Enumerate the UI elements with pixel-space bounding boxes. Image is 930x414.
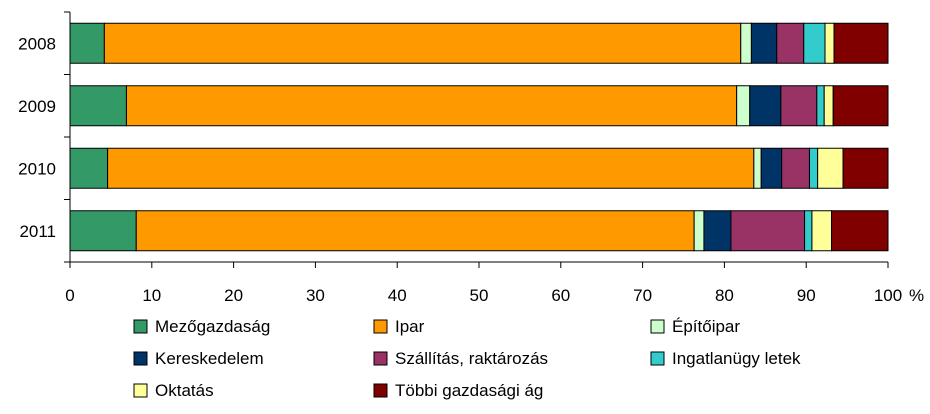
legend-swatch — [133, 351, 148, 366]
bar-segment-2008-7 — [824, 22, 835, 64]
bar-segment-2011-2 — [135, 210, 695, 252]
bar-segment-2009-4 — [749, 85, 782, 127]
bar-segment-2008-4 — [750, 22, 778, 64]
legend: Mezőgazdaság Ipar Építőipar Kereskedelem Szá… — [133, 317, 801, 400]
bar-segment-2010-8 — [842, 147, 889, 189]
bar-segment-2011-6 — [804, 210, 813, 252]
bar-segment-2010-2 — [107, 147, 755, 189]
bar-segment-2011-1 — [69, 210, 137, 252]
legend-label: Többi gazdasági ág — [395, 381, 543, 400]
legend-item: Többi gazdasági ág — [373, 381, 543, 400]
legend-item: Építőipar — [650, 317, 740, 336]
bar-segment-2009-2 — [125, 85, 738, 127]
bar-segment-2009-6 — [816, 85, 825, 127]
legend-label: Építőipar — [672, 317, 740, 336]
category-label: 2008 — [18, 34, 56, 53]
legend-swatch — [133, 383, 148, 398]
bar-segment-2008-1 — [69, 22, 105, 64]
bar-segment-2011-7 — [811, 210, 833, 252]
legend-label: Szállítás, raktározás — [395, 349, 548, 368]
bar-segment-2010-7 — [817, 147, 844, 189]
axis-layer: 2008 2009 2010 2011 0 10 20 30 40 50 60 70 80 90 100% — [18, 11, 924, 305]
x-tick-label: 100 — [874, 286, 902, 305]
x-tick-label: 80 — [715, 286, 734, 305]
bar-segment-2011-4 — [703, 210, 732, 252]
legend-label: Ipar — [395, 317, 425, 336]
x-tick-label: 50 — [470, 286, 489, 305]
bar-segment-2009-7 — [823, 85, 834, 127]
legend-item: Ipar — [373, 317, 425, 336]
x-tick-label: 30 — [306, 286, 325, 305]
bar-segment-2011-3 — [693, 210, 705, 252]
legend-item: Szállítás, raktározás — [373, 349, 548, 368]
legend-swatch — [373, 383, 388, 398]
legend-item: Mezőgazdaság — [133, 317, 270, 336]
bar-segment-2008-3 — [740, 22, 752, 64]
legend-swatch — [373, 319, 388, 334]
x-tick-label: 0 — [65, 286, 74, 305]
legend-label: Mezőgazdaság — [155, 317, 270, 336]
bar-segment-2010-4 — [760, 147, 783, 189]
plot-layer — [69, 22, 889, 252]
bar-segment-2010-1 — [69, 147, 109, 189]
legend-label: Kereskedelem — [155, 349, 264, 368]
legend-swatch — [133, 319, 148, 334]
category-label: 2009 — [18, 97, 56, 116]
bar-segment-2011-8 — [831, 210, 889, 252]
bar-segment-2010-5 — [781, 147, 810, 189]
bar-segment-2009-3 — [736, 85, 751, 127]
x-tick-label: 20 — [224, 286, 243, 305]
x-tick-label: 10 — [142, 286, 161, 305]
legend-label: Ingatlanügy letek — [672, 349, 801, 368]
bar-segment-2009-5 — [780, 85, 818, 127]
x-tick-label: 60 — [551, 286, 570, 305]
legend-label: Oktatás — [155, 381, 214, 400]
bar-segment-2008-2 — [103, 22, 742, 64]
legend-item: Oktatás — [133, 381, 214, 400]
legend-swatch — [373, 351, 388, 366]
bar-segment-2009-1 — [69, 85, 127, 127]
bar-segment-2011-5 — [730, 210, 806, 252]
category-label: 2011 — [19, 222, 56, 241]
x-unit-label: % — [909, 286, 924, 305]
x-tick-label: 70 — [633, 286, 652, 305]
bar-segment-2008-8 — [833, 22, 889, 64]
legend-swatch — [650, 319, 665, 334]
legend-item: Kereskedelem — [133, 349, 264, 368]
bar-segment-2010-3 — [753, 147, 762, 189]
bar-segment-2010-6 — [808, 147, 819, 189]
category-label: 2010 — [18, 159, 56, 178]
legend-swatch — [650, 351, 665, 366]
x-tick-label: 90 — [797, 286, 816, 305]
bar-segment-2009-8 — [832, 85, 889, 127]
bar-segment-2008-6 — [803, 22, 826, 64]
x-tick-label: 40 — [388, 286, 407, 305]
legend-item: Ingatlanügy letek — [650, 349, 801, 368]
bar-segment-2008-5 — [776, 22, 805, 64]
